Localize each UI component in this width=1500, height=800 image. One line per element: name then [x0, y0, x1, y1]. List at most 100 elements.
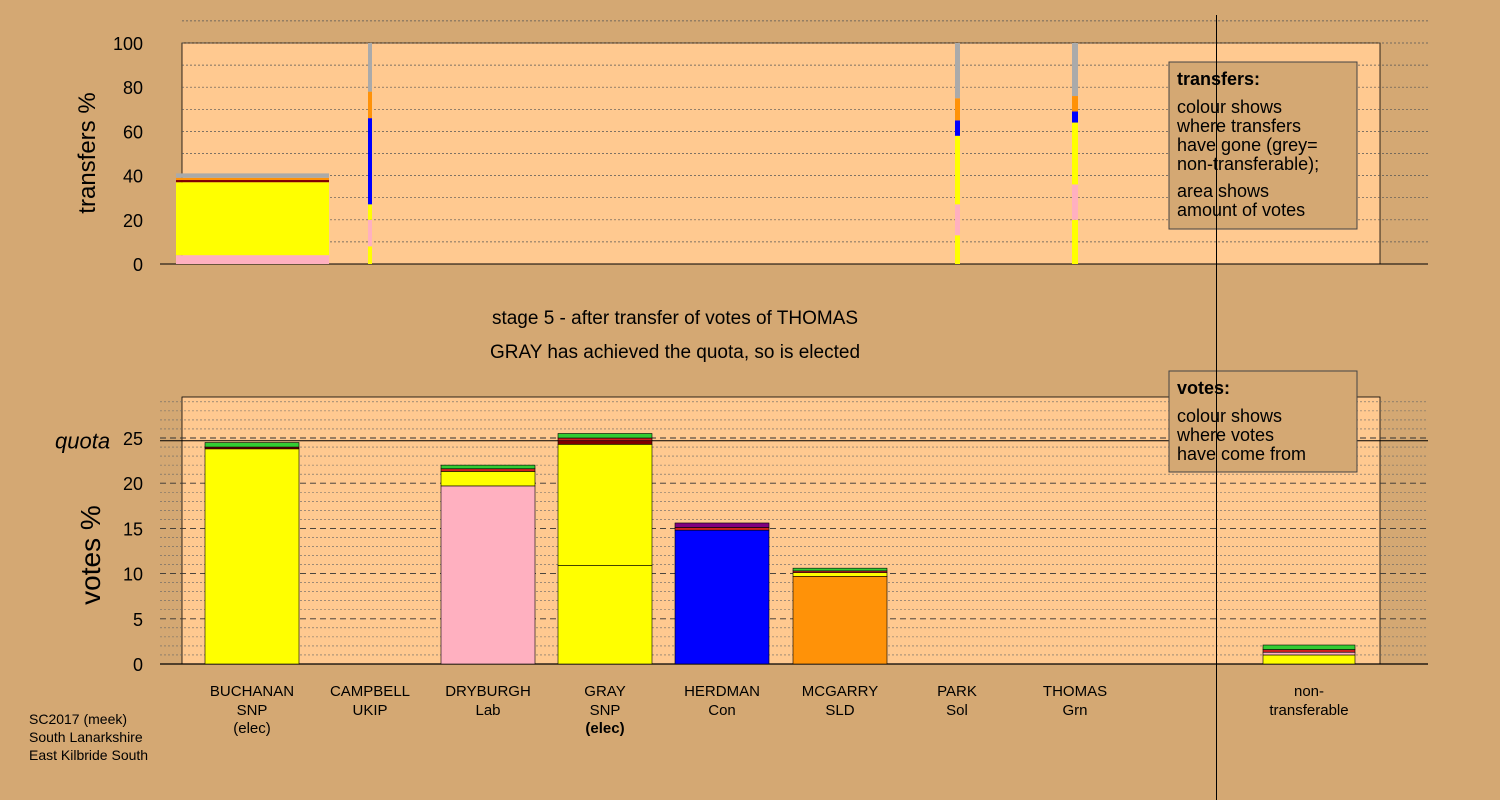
votes-legend: votes: colour shows where votes have com…: [1168, 370, 1358, 473]
transfers-y-tick-label: 100: [113, 34, 143, 54]
vote-bar-segment: [792, 572, 888, 577]
transfer-bar-segment: [176, 180, 329, 183]
transfers-legend-line: where transfers: [1176, 116, 1301, 136]
transfers-y-ticks: 0 20 40 60 80 100: [113, 34, 143, 275]
transfers-legend-title: transfers:: [1177, 69, 1260, 89]
transfers-bars: [176, 43, 1078, 264]
transfer-bar-segment: [368, 246, 372, 264]
transfer-bar-segment: [955, 43, 960, 99]
vote-bar-segment: [440, 471, 536, 487]
transfers-y-tick-label: 40: [123, 167, 143, 187]
transfer-bar-segment: [368, 219, 372, 247]
footer-line: East Kilbride South: [29, 747, 148, 763]
candidate-party: Grn: [1062, 702, 1087, 719]
transfer-bar-segment: [955, 135, 960, 205]
vote-bar-segment: [557, 437, 653, 442]
vote-bar-segment: [440, 468, 536, 472]
transfer-bar-segment: [1072, 43, 1078, 97]
stage-result: GRAY has achieved the quota, so is elect…: [490, 342, 860, 363]
candidate-name: CAMPBELL: [330, 683, 410, 700]
transfer-bar-segment: [368, 43, 372, 92]
transfer-bar-segment: [1072, 219, 1078, 264]
transfers-legend-line: have gone (grey=: [1177, 135, 1318, 155]
vote-bar-segment: [204, 448, 300, 665]
votes-y-axis-label: votes %: [75, 505, 106, 605]
candidate-name: HERDMAN: [684, 683, 760, 700]
transfers-legend-line: amount of votes: [1177, 200, 1305, 220]
transfer-bar-segment: [176, 173, 329, 178]
vote-bar-segment: [557, 433, 653, 439]
transfer-bar-segment: [1072, 184, 1078, 220]
transfer-bar-segment: [1072, 122, 1078, 185]
vote-bar-segment: [1262, 644, 1356, 650]
vote-bar-segment: [440, 464, 536, 470]
nontransferable-label: non-: [1294, 683, 1324, 700]
vote-bar-segment: [1262, 649, 1356, 653]
transfers-legend-line: non-transferable);: [1177, 154, 1319, 174]
votes-legend-line: where votes: [1176, 425, 1274, 445]
candidate-party: Sol: [946, 702, 968, 719]
footer-line: South Lanarkshire: [29, 729, 143, 745]
candidate-name: GRAY: [584, 683, 625, 700]
transfer-bar-segment: [955, 120, 960, 136]
transfer-bar-segment: [368, 91, 372, 119]
votes-y-ticks: 0 5 10 15 20 25: [123, 429, 143, 675]
transfer-bar-segment: [955, 204, 960, 236]
votes-y-tick-label: 25: [123, 429, 143, 449]
transfers-y-tick-label: 20: [123, 211, 143, 231]
votes-y-tick-label: 20: [123, 474, 143, 494]
quota-label: quota: [55, 429, 110, 454]
transfer-bar-segment: [1072, 96, 1078, 112]
votes-y-tick-label: 5: [133, 610, 143, 630]
candidate-party: SLD: [825, 702, 854, 719]
vote-bar-segment: [1262, 651, 1356, 656]
vote-bar-segment: [557, 440, 653, 445]
transfer-bar-segment: [176, 255, 329, 264]
votes-legend-line: colour shows: [1177, 406, 1282, 426]
vote-bar-segment: [440, 485, 536, 665]
votes-y-tick-label: 0: [133, 655, 143, 675]
candidate-name: BUCHANAN: [210, 683, 294, 700]
transfer-bar-segment: [955, 235, 960, 264]
votes-legend-line: have come from: [1177, 444, 1306, 464]
votes-legend-title: votes:: [1177, 378, 1230, 398]
candidate-status: (elec): [585, 720, 624, 737]
vote-bar-segment: [674, 527, 770, 531]
candidate-party: Lab: [475, 702, 500, 719]
candidate-party: SNP: [237, 702, 268, 719]
stage-description: stage 5 - after transfer of votes of THO…: [492, 308, 858, 329]
transfer-bar-segment: [1072, 111, 1078, 123]
candidate-labels: BUCHANANSNP(elec)CAMPBELLUKIPDRYBURGHLab…: [210, 683, 1107, 737]
candidate-party: UKIP: [352, 702, 387, 719]
candidate-name: THOMAS: [1043, 683, 1107, 700]
transfer-bar-segment: [176, 182, 329, 256]
vote-bar-segment: [204, 442, 300, 448]
candidate-party: SNP: [590, 702, 621, 719]
transfers-legend-line: area shows: [1177, 181, 1269, 201]
vote-bar-segment: [674, 522, 770, 528]
transfers-y-tick-label: 80: [123, 78, 143, 98]
vote-bar-segment: [1262, 654, 1356, 665]
transfers-y-tick-label: 0: [133, 255, 143, 275]
nontransferable-label: transferable: [1269, 702, 1348, 719]
vote-bar-segment: [557, 565, 653, 665]
candidate-name: PARK: [937, 683, 977, 700]
transfer-bar-segment: [176, 177, 329, 181]
transfer-bar-segment: [368, 118, 372, 205]
transfers-y-tick-label: 60: [123, 122, 143, 142]
vote-bar-segment: [792, 576, 888, 665]
votes-legend-box: [1168, 370, 1358, 473]
vote-bar-segment: [674, 529, 770, 665]
vote-bar-segment: [792, 567, 888, 572]
candidate-party: Con: [708, 702, 736, 719]
candidate-name: MCGARRY: [802, 683, 878, 700]
votes-y-tick-label: 15: [123, 519, 143, 539]
votes-bars: [204, 433, 1356, 665]
transfer-bar-segment: [368, 204, 372, 220]
footer-line: SC2017 (meek): [29, 711, 127, 727]
candidate-name: DRYBURGH: [445, 683, 531, 700]
vote-bar-segment: [557, 444, 653, 566]
transfers-y-axis-label: transfers %: [74, 92, 101, 213]
transfers-legend: transfers: colour shows where transfers …: [1168, 61, 1358, 230]
